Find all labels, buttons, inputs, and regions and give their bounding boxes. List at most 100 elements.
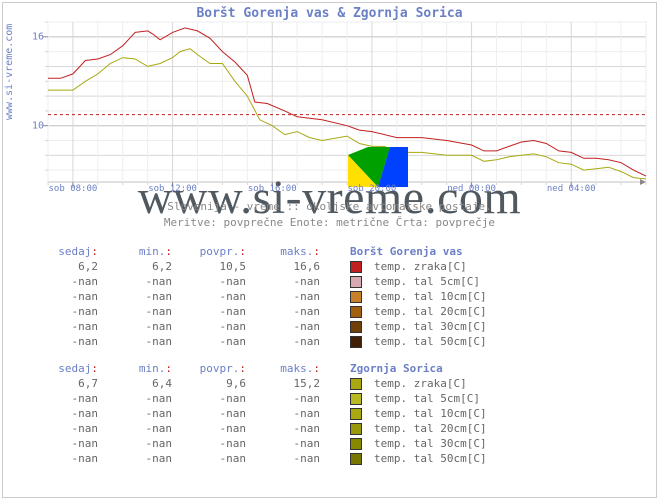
stat-value: 6,7: [28, 376, 102, 391]
series-label: temp. zraka[C]: [370, 259, 491, 274]
table-row: -nan-nan-nan-nantemp. tal 10cm[C]: [28, 406, 491, 421]
series-label: temp. tal 30cm[C]: [370, 436, 491, 451]
series-label: temp. tal 5cm[C]: [370, 274, 491, 289]
series-swatch: [346, 259, 370, 274]
stat-value: -nan: [28, 421, 102, 436]
stat-value: -nan: [28, 289, 102, 304]
y-tick-label: 10: [32, 120, 44, 131]
stat-value: -nan: [250, 421, 324, 436]
stat-value: -nan: [28, 334, 102, 349]
stat-value: -nan: [102, 436, 176, 451]
stat-value: -nan: [28, 406, 102, 421]
stat-value: -nan: [250, 391, 324, 406]
series-swatch: [346, 289, 370, 304]
series-swatch: [346, 274, 370, 289]
column-header: maks.:: [250, 244, 324, 259]
x-tick-label: sob 08:00: [49, 184, 98, 194]
table-row: -nan-nan-nan-nantemp. tal 30cm[C]: [28, 436, 491, 451]
stat-value: 10,5: [176, 259, 250, 274]
logo-icon: [348, 147, 408, 187]
stat-value: -nan: [176, 304, 250, 319]
series-label: temp. tal 5cm[C]: [370, 391, 491, 406]
series-swatch: [346, 421, 370, 436]
series-label: temp. tal 20cm[C]: [370, 304, 491, 319]
series-swatch: [346, 436, 370, 451]
series-swatch: [346, 376, 370, 391]
table-row: -nan-nan-nan-nantemp. tal 50cm[C]: [28, 334, 491, 349]
stat-value: -nan: [102, 304, 176, 319]
series-swatch: [346, 451, 370, 466]
stat-value: -nan: [250, 334, 324, 349]
y-axis-labels: 10 16: [24, 22, 44, 182]
stat-value: -nan: [28, 304, 102, 319]
stat-value: -nan: [250, 289, 324, 304]
stat-value: -nan: [102, 451, 176, 466]
stat-value: -nan: [176, 451, 250, 466]
stat-value: -nan: [250, 451, 324, 466]
stat-value: -nan: [176, 391, 250, 406]
column-header: min.:: [102, 361, 176, 376]
table-row: -nan-nan-nan-nantemp. tal 5cm[C]: [28, 391, 491, 406]
stat-value: -nan: [28, 319, 102, 334]
x-tick-label: sob 16:00: [248, 184, 297, 194]
stat-value: -nan: [176, 274, 250, 289]
stat-value: -nan: [176, 289, 250, 304]
stat-value: -nan: [250, 406, 324, 421]
series-label: temp. tal 10cm[C]: [370, 289, 491, 304]
series-label: temp. tal 50cm[C]: [370, 451, 491, 466]
stat-value: 9,6: [176, 376, 250, 391]
stat-value: -nan: [176, 436, 250, 451]
stat-value: 6,2: [102, 259, 176, 274]
column-header: sedaj:: [28, 361, 102, 376]
table-row: -nan-nan-nan-nantemp. tal 30cm[C]: [28, 319, 491, 334]
stat-value: 6,4: [102, 376, 176, 391]
stat-value: 16,6: [250, 259, 324, 274]
column-header: povpr.:: [176, 244, 250, 259]
series-label: temp. tal 20cm[C]: [370, 421, 491, 436]
series-swatch: [346, 406, 370, 421]
stat-value: -nan: [102, 274, 176, 289]
series-label: temp. zraka[C]: [370, 376, 491, 391]
stat-value: -nan: [28, 274, 102, 289]
x-axis-labels: sob 08:00sob 12:00sob 16:00sob 20:00ned …: [48, 184, 646, 196]
stat-value: -nan: [102, 421, 176, 436]
table-row: -nan-nan-nan-nantemp. tal 20cm[C]: [28, 304, 491, 319]
table-row: 6,26,210,516,6temp. zraka[C]: [28, 259, 491, 274]
stat-value: -nan: [176, 421, 250, 436]
stats-table: sedaj:min.:povpr.:maks.: Boršt Gorenja va…: [28, 244, 491, 349]
x-tick-label: ned 00:00: [447, 184, 496, 194]
stat-value: 6,2: [28, 259, 102, 274]
stat-value: -nan: [250, 436, 324, 451]
location-name: Boršt Gorenja vas: [346, 244, 491, 259]
caption-line-1: Slovenija - vreme :: okoljske avtomatske…: [0, 200, 659, 213]
location-name: Zgornja Sorica: [346, 361, 491, 376]
chart-svg: [48, 22, 646, 182]
series-swatch: [346, 334, 370, 349]
column-header: povpr.:: [176, 361, 250, 376]
series-label: temp. tal 50cm[C]: [370, 334, 491, 349]
stat-value: -nan: [250, 274, 324, 289]
series-swatch: [346, 304, 370, 319]
column-header: sedaj:: [28, 244, 102, 259]
table-row: -nan-nan-nan-nantemp. tal 10cm[C]: [28, 289, 491, 304]
caption-line-2: Meritve: povprečne Enote: metrične Črta:…: [0, 216, 659, 229]
series-label: temp. tal 30cm[C]: [370, 319, 491, 334]
table-row: 6,76,49,615,2temp. zraka[C]: [28, 376, 491, 391]
stat-value: -nan: [250, 319, 324, 334]
stat-value: -nan: [102, 289, 176, 304]
column-header: min.:: [102, 244, 176, 259]
chart-title: Boršt Gorenja vas & Zgornja Sorica: [0, 6, 659, 21]
table-row: -nan-nan-nan-nantemp. tal 5cm[C]: [28, 274, 491, 289]
y-tick-label: 16: [32, 31, 44, 42]
stat-value: -nan: [176, 406, 250, 421]
stats-table: sedaj:min.:povpr.:maks.:Zgornja Sorica6,…: [28, 361, 491, 466]
series-swatch: [346, 319, 370, 334]
stat-value: -nan: [102, 319, 176, 334]
stat-value: -nan: [28, 436, 102, 451]
table-row: -nan-nan-nan-nantemp. tal 20cm[C]: [28, 421, 491, 436]
chart-plot-area: [48, 22, 646, 182]
stat-value: -nan: [176, 319, 250, 334]
stat-value: -nan: [102, 334, 176, 349]
x-tick-label: sob 12:00: [148, 184, 197, 194]
stat-value: -nan: [250, 304, 324, 319]
